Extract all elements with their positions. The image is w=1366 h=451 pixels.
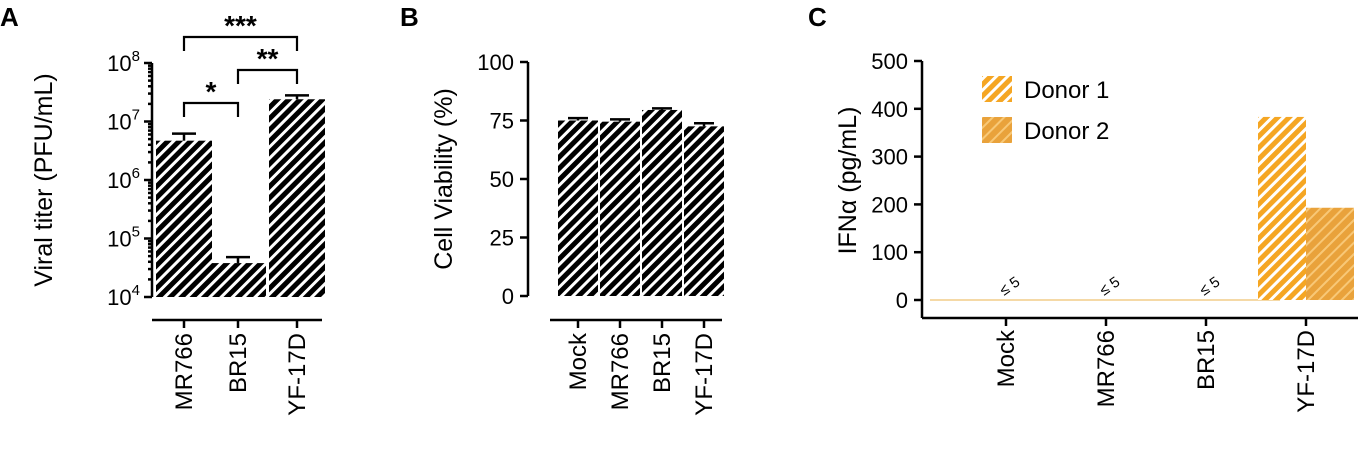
y-tick-label: 0 <box>896 288 908 313</box>
y-tick-label: 400 <box>871 97 908 122</box>
panel-label: B <box>400 2 419 32</box>
x-tick-label: BR15 <box>225 333 252 393</box>
x-tick-label: BR15 <box>1193 330 1220 390</box>
y-tick-exponent: 6 <box>132 165 140 182</box>
y-tick-label: 75 <box>490 109 514 134</box>
significance-label: *** <box>224 10 257 41</box>
panel-label: A <box>0 2 19 32</box>
y-tick-base: 10 <box>107 51 131 76</box>
y-tick-base: 10 <box>107 110 131 135</box>
y-tick-label: 105 <box>107 224 140 252</box>
y-tick-label: 107 <box>107 107 140 135</box>
x-tick-label: MR766 <box>171 333 198 410</box>
bar <box>210 263 266 297</box>
legend-swatch <box>982 117 1012 143</box>
y-tick-label: 100 <box>477 50 514 75</box>
x-tick-label: MR766 <box>1093 330 1120 407</box>
x-tick-label: YF-17D <box>691 333 718 416</box>
legend-label: Donor 1 <box>1024 77 1109 104</box>
x-tick-label: YF-17D <box>284 333 311 416</box>
y-axis-label: Cell Viability (%) <box>430 88 458 270</box>
bar <box>269 99 325 297</box>
y-tick-exponent: 5 <box>132 224 140 241</box>
significance-label: * <box>206 76 217 107</box>
bar <box>684 126 724 296</box>
y-tick-label: 0 <box>502 284 514 309</box>
y-tick-base: 10 <box>107 168 131 193</box>
bar <box>1306 207 1354 300</box>
y-tick-exponent: 4 <box>132 282 140 299</box>
x-tick-label: YF-17D <box>1293 330 1320 413</box>
bar <box>1258 116 1306 301</box>
x-tick-label: Mock <box>565 332 592 390</box>
below-detection-label: ≤ 5 <box>1197 273 1224 299</box>
significance-bracket <box>182 35 299 51</box>
significance-bracket <box>236 68 299 84</box>
y-tick-label: 50 <box>490 167 514 192</box>
y-axis-label: Viral titer (PFU/mL) <box>30 73 58 286</box>
y-tick-label: 500 <box>871 49 908 74</box>
panel-c: C 0 100 200 300 400 500 IFNα (pg/mL) ≤ 5 ≤ 5 ≤ 5 Mo… <box>808 2 1358 413</box>
x-tick-label: MR766 <box>607 333 634 410</box>
y-tick-label: 100 <box>871 240 908 265</box>
panel-b: B 0 25 50 75 100 Cell Viability (%) Mock MR766 BR… <box>400 2 724 416</box>
legend-label: Donor 2 <box>1024 118 1109 145</box>
y-tick-base: 10 <box>107 285 131 310</box>
y-tick-label: 108 <box>107 48 140 76</box>
y-tick-label: 104 <box>107 282 140 310</box>
x-tick-label: BR15 <box>649 333 676 393</box>
bar <box>600 121 640 296</box>
y-tick-label: 200 <box>871 192 908 217</box>
x-tick-label: Mock <box>993 329 1020 387</box>
bar <box>558 120 598 296</box>
y-tick-label: 300 <box>871 145 908 170</box>
y-axis-label: IFNα (pg/mL) <box>834 107 862 255</box>
y-tick-exponent: 7 <box>132 107 140 124</box>
y-tick-label: 106 <box>107 165 140 193</box>
y-tick-label: 25 <box>490 226 514 251</box>
y-tick-exponent: 8 <box>132 48 140 65</box>
legend-swatch <box>982 76 1012 102</box>
y-tick-base: 10 <box>107 227 131 252</box>
significance-label: ** <box>257 43 279 74</box>
significance-bracket <box>182 101 240 117</box>
below-detection-label: ≤ 5 <box>997 273 1024 299</box>
bar <box>642 109 682 296</box>
bar <box>156 140 212 297</box>
panel-label: C <box>808 2 827 32</box>
below-detection-label: ≤ 5 <box>1097 273 1124 299</box>
